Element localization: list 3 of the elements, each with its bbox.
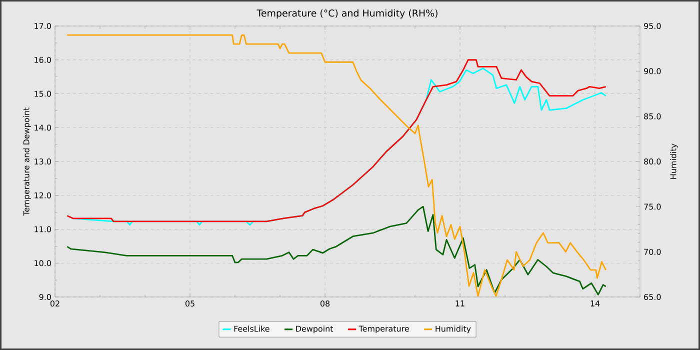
line-series xyxy=(66,34,607,297)
line-series xyxy=(66,206,607,296)
chart-title: Temperature (°C) and Humidity (RH%) xyxy=(256,9,438,19)
